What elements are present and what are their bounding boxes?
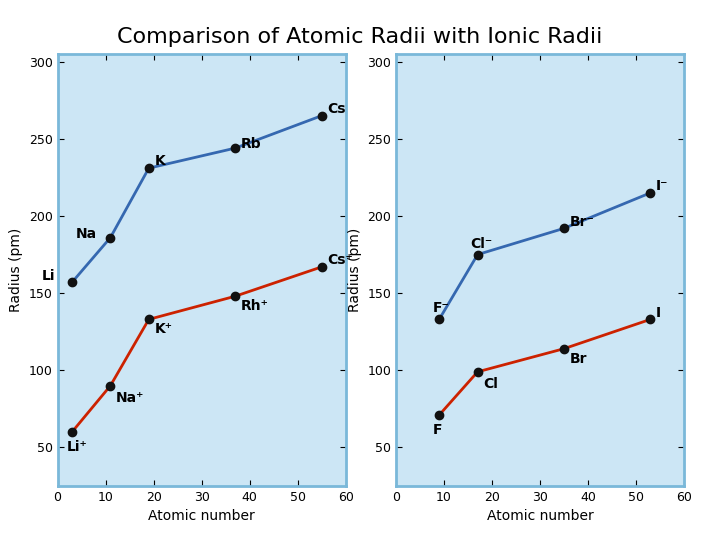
- Text: Rh⁺: Rh⁺: [240, 299, 269, 313]
- X-axis label: Atomic number: Atomic number: [148, 509, 255, 523]
- X-axis label: Atomic number: Atomic number: [487, 509, 593, 523]
- Text: K: K: [154, 154, 165, 168]
- Text: Cl: Cl: [483, 377, 498, 392]
- Point: [66, 428, 78, 436]
- Point: [143, 315, 155, 323]
- Text: Na: Na: [76, 227, 96, 241]
- Text: F⁻: F⁻: [432, 301, 449, 315]
- Point: [644, 315, 656, 323]
- Text: F: F: [432, 423, 442, 437]
- Text: I⁻: I⁻: [656, 179, 668, 193]
- Text: Li⁺: Li⁺: [66, 441, 87, 455]
- Point: [433, 315, 445, 323]
- Point: [230, 144, 241, 152]
- Point: [316, 262, 328, 271]
- Text: Li: Li: [42, 268, 55, 282]
- Point: [66, 278, 78, 287]
- Point: [143, 164, 155, 172]
- Point: [558, 345, 570, 353]
- Point: [472, 368, 483, 376]
- Point: [433, 411, 445, 420]
- Text: Br: Br: [570, 352, 587, 366]
- Y-axis label: Radius (pm): Radius (pm): [9, 228, 23, 312]
- Text: Cs⁺: Cs⁺: [327, 253, 353, 267]
- Text: Cl⁻: Cl⁻: [471, 237, 493, 251]
- Point: [104, 381, 116, 390]
- Point: [644, 188, 656, 197]
- Point: [316, 111, 328, 120]
- Point: [472, 250, 483, 259]
- Text: K⁺: K⁺: [154, 322, 172, 336]
- Y-axis label: Radius (pm): Radius (pm): [348, 228, 361, 312]
- Point: [104, 233, 116, 242]
- Text: Rb: Rb: [240, 137, 261, 151]
- Text: I: I: [656, 306, 661, 320]
- Text: Na⁺: Na⁺: [116, 392, 144, 406]
- Text: Comparison of Atomic Radii with Ionic Radii: Comparison of Atomic Radii with Ionic Ra…: [117, 27, 603, 47]
- Text: Cs: Cs: [327, 102, 346, 116]
- Point: [558, 224, 570, 233]
- Point: [230, 292, 241, 301]
- Text: Br⁻: Br⁻: [570, 214, 595, 228]
